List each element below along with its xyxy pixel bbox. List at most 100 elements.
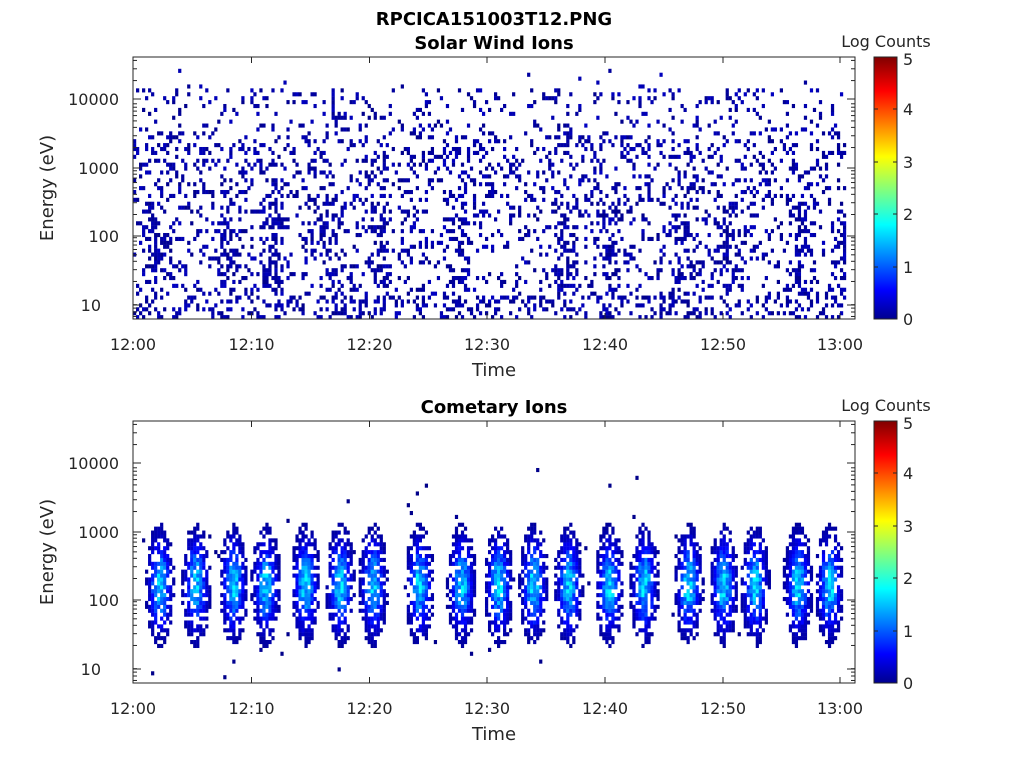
solar-wind-heatmap-cell [587,295,591,300]
solar-wind-heatmap-cell [358,170,362,175]
solar-wind-heatmap-cell [469,96,474,101]
cometary-heatmap-cell [295,608,299,613]
cometary-heatmap-cell [349,573,353,578]
cometary-heatmap-cell [226,628,230,633]
solar-wind-heatmap-cell [364,291,368,296]
solar-wind-heatmap-cell [596,244,600,249]
solar-wind-heatmap-cell [451,283,456,288]
solar-wind-heatmap-cell [271,217,275,222]
solar-wind-heatmap-cell [217,272,221,277]
solar-wind-heatmap-cell [656,276,660,281]
cometary-heatmap-cell [424,530,429,535]
cometary-heatmap-cell [361,596,365,602]
solar-wind-heatmap-cell [680,240,684,245]
cometary-heatmap-cell [539,596,543,602]
cometary-heatmap-cell [463,604,468,609]
solar-wind-heatmap-cell [394,303,398,308]
solar-wind-heatmap-cell [797,174,802,179]
solar-wind-heatmap-cell [629,221,633,226]
solar-wind-heatmap-cell [223,252,227,257]
cometary-heatmap-cell [190,596,194,602]
cometary-heatmap-cell [157,561,161,566]
cometary-heatmap-cell [527,628,531,633]
cometary-heatmap-cell [334,573,338,578]
solar-wind-heatmap-cell [376,283,380,288]
solar-wind-heatmap-cell [695,103,699,109]
cometary-heatmap-cell [220,593,224,598]
solar-wind-heatmap-cell [797,283,802,288]
cometary-heatmap-cell [298,612,302,617]
solar-wind-heatmap-cell [695,189,699,195]
cometary-heatmap-cell [157,546,161,551]
cometary-heatmap-cell [451,593,456,598]
solar-wind-heatmap-cell [743,229,747,234]
cometary-heatmap-cell [533,596,537,602]
solar-wind-heatmap-cell [181,178,185,183]
solar-wind-heatmap-cell [229,154,233,159]
cometary-heatmap-cell [509,612,513,617]
solar-wind-heatmap-cell [671,154,675,159]
solar-wind-heatmap-cell [391,295,395,300]
solar-wind-heatmap-cell [611,217,615,222]
solar-wind-heatmap-cell [554,150,558,155]
solar-wind-heatmap-cell [358,299,362,304]
solar-wind-heatmap-cell [623,135,627,140]
solar-wind-heatmap-cell [497,229,501,234]
solar-wind-heatmap-cell [490,193,495,199]
solar-wind-heatmap-cell [460,170,465,175]
solar-wind-heatmap-cell [262,299,266,304]
cometary-heatmap-cell [379,534,383,539]
solar-wind-heatmap-cell [572,264,576,269]
solar-wind-heatmap-cell [512,162,516,167]
cometary-heatmap-cell [271,608,275,613]
cometary-heatmap-cell [172,577,176,582]
cometary-heatmap-cell [238,604,242,609]
solar-wind-heatmap-cell [310,197,314,202]
solar-wind-heatmap-cell [418,287,422,292]
cometary-heatmap-cell [337,530,341,535]
solar-wind-heatmap-cell [157,315,161,320]
cometary-heatmap-cell [463,538,468,543]
cometary-heatmap-cell [310,620,314,625]
solar-wind-heatmap-cell [602,272,606,277]
solar-wind-heatmap-cell [770,229,774,234]
solar-wind-heatmap-cell [169,272,173,277]
cometary-heatmap-cell [469,589,474,594]
solar-wind-heatmap-cell [421,299,426,304]
solar-wind-heatmap-cell [199,213,203,218]
solar-wind-heatmap-cell [163,236,167,242]
solar-wind-heatmap-cell [334,123,338,128]
solar-wind-heatmap-cell [755,96,759,101]
cometary-heatmap-cell [379,585,383,590]
solar-wind-heatmap-cell [439,315,444,320]
cometary-heatmap-cell [424,561,429,566]
solar-wind-heatmap-cell [310,283,314,288]
solar-wind-heatmap-cell [545,252,549,257]
solar-wind-heatmap-cell [259,170,263,175]
cometary-heatmap-cell [235,553,239,559]
solar-wind-heatmap-cell [331,100,335,105]
cometary-heatmap-cell [500,585,504,590]
solar-wind-heatmap-cell [268,248,272,253]
cometary-heatmap-cell [472,612,477,617]
solar-wind-heatmap-cell [271,232,275,238]
cometary-heatmap-cell [253,608,257,613]
solar-wind-heatmap-cell [184,166,188,171]
solar-wind-heatmap-cell [503,139,507,144]
solar-wind-heatmap-cell [797,252,802,257]
cometary-heatmap-cell [193,542,197,547]
solar-wind-heatmap-cell [569,209,573,214]
cometary-heatmap-cell [301,596,305,602]
solar-wind-heatmap-cell [584,174,588,179]
solar-wind-heatmap-cell [611,96,615,101]
cometary-heatmap-cell [361,553,365,559]
cometary-heatmap-cell [539,585,543,590]
cometary-heatmap-cell [241,600,245,606]
cometary-heatmap-cell [154,620,158,625]
cometary-heatmap-cell [151,624,155,629]
solar-wind-heatmap-cell [346,186,350,191]
solar-wind-heatmap-cell [481,201,486,206]
solar-wind-heatmap-cell [391,88,395,93]
solar-wind-heatmap-cell [211,311,215,316]
cometary-heatmap-cell [430,604,435,609]
